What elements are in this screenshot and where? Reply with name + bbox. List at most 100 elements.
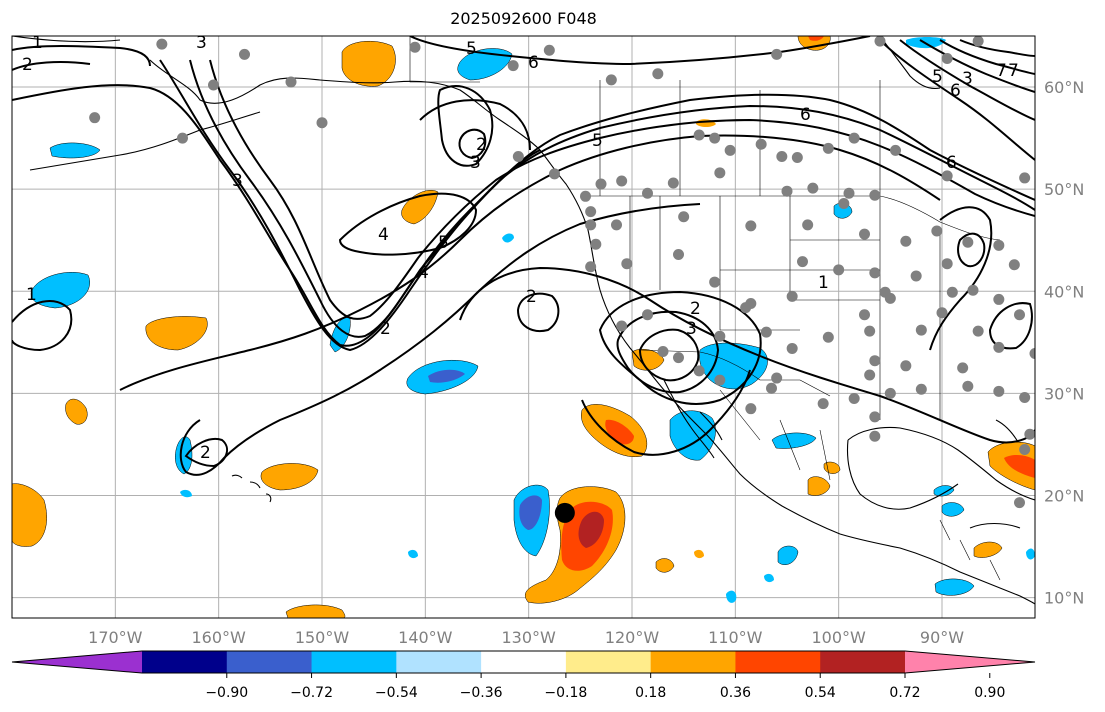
colorbar-tick-label: 0.36 <box>720 685 751 701</box>
latitude-tick-labels: 10°N 20°N 30°N 40°N 50°N 60°N <box>1044 78 1084 608</box>
colorbar-tick-label: −0.18 <box>544 685 587 701</box>
station-dot <box>791 152 803 164</box>
station-dot <box>869 267 881 279</box>
station-dot <box>585 261 597 273</box>
contour-line <box>338 192 478 256</box>
station-dot <box>957 362 969 374</box>
station-dot <box>1019 172 1031 184</box>
neg-fill-patch <box>726 590 737 603</box>
lat-tick-label: 40°N <box>1044 282 1084 301</box>
lat-tick-label: 20°N <box>1044 486 1084 505</box>
colorbar-segment <box>396 651 482 673</box>
colorbar-tick-label: −0.90 <box>205 685 248 701</box>
contour-line <box>12 84 541 347</box>
colorbar-extend-min <box>12 651 142 673</box>
station-dot <box>993 341 1005 353</box>
colorbar-tick-label: 0.90 <box>974 685 1005 701</box>
us-mexico-border <box>639 349 831 397</box>
station-dot <box>1014 497 1025 509</box>
contour-label: 2 <box>22 55 33 75</box>
contour-line <box>879 39 1035 161</box>
station-dot <box>993 385 1005 397</box>
neg-fill-patch <box>771 432 817 449</box>
station-dot <box>755 138 767 150</box>
station-dot <box>673 249 684 261</box>
station-dot <box>667 177 679 189</box>
station-dot <box>931 225 943 237</box>
station-dot <box>874 36 886 47</box>
contour-label: 6 <box>950 81 961 101</box>
colorbar-outline <box>11 650 1036 674</box>
station-dot <box>709 132 721 144</box>
contour-labels: 1 1 1 2 2 2 2 2 2 3 3 3 3 3 4 4 5 5 5 5 … <box>22 33 1019 463</box>
contour-label: 3 <box>470 153 481 173</box>
contour-label: 2 <box>200 443 211 463</box>
colorbar-segment <box>650 651 736 673</box>
lon-tick-label: 120°W <box>605 628 660 647</box>
colorbar-segment <box>311 651 397 673</box>
station-dot <box>1019 444 1031 456</box>
station-dot <box>409 41 421 53</box>
colorbar-tick-label: −0.72 <box>290 685 333 701</box>
neg-fill-patch <box>175 436 193 475</box>
colorbar-segment <box>142 651 228 673</box>
colorbar-tick-label: 0.72 <box>889 685 920 701</box>
contour-label: 6 <box>528 53 539 73</box>
station-dot <box>89 112 101 124</box>
station-dot <box>611 219 622 231</box>
station-dot <box>879 286 891 298</box>
pos-fill-patch <box>808 36 824 41</box>
station-dot <box>580 190 591 202</box>
lat-tick-label: 30°N <box>1044 384 1084 403</box>
lon-tick-label: 150°W <box>295 628 350 647</box>
station-dot <box>859 309 870 321</box>
station-dot <box>621 258 633 270</box>
station-dot <box>900 360 912 372</box>
colorbar-tick-label: 0.18 <box>635 685 666 701</box>
station-dot <box>910 270 922 282</box>
contour-line <box>581 369 751 456</box>
contour-label: 1 <box>32 33 43 53</box>
station-dot <box>833 264 845 276</box>
station-dot <box>709 276 721 288</box>
station-dot <box>776 150 788 162</box>
station-dot <box>817 398 829 410</box>
central-america-borders <box>939 519 1001 581</box>
contour-label: 1 <box>26 285 37 305</box>
station-dot <box>543 44 555 56</box>
pos-fill-patch <box>578 511 604 548</box>
station-dot <box>285 76 297 88</box>
contour-label: 6 <box>800 105 811 125</box>
colorbar-extend-max <box>905 651 1035 673</box>
station-dot <box>512 150 524 162</box>
colorbar-segment <box>481 651 567 673</box>
pos-fill-patch <box>797 36 831 51</box>
storm-marker <box>554 502 575 523</box>
station-dot <box>869 430 881 442</box>
station-dot <box>239 48 250 60</box>
coastlines <box>12 36 1035 605</box>
station-dot <box>946 286 958 298</box>
station-dot <box>967 284 979 296</box>
lon-tick-label: 130°W <box>501 628 556 647</box>
contour-line <box>957 232 986 268</box>
contour-line <box>939 39 1035 75</box>
station-dot <box>316 117 328 129</box>
aleutian-islands <box>29 111 261 171</box>
lon-tick-label: 90°W <box>920 628 964 647</box>
contour-line <box>516 292 560 332</box>
pos-fill-patch <box>145 316 208 351</box>
station-dot <box>941 170 953 182</box>
contour-label: 2 <box>476 135 487 155</box>
station-dot <box>595 178 607 190</box>
negative-anomaly-fills <box>30 37 1035 603</box>
colorbar <box>11 650 1036 674</box>
contour-line <box>12 61 91 71</box>
station-dot <box>678 211 690 223</box>
contour-label: 4 <box>418 263 429 283</box>
station-dot <box>1024 428 1035 440</box>
station-dot <box>807 182 819 194</box>
station-dot <box>177 132 188 144</box>
station-dot <box>859 228 870 240</box>
